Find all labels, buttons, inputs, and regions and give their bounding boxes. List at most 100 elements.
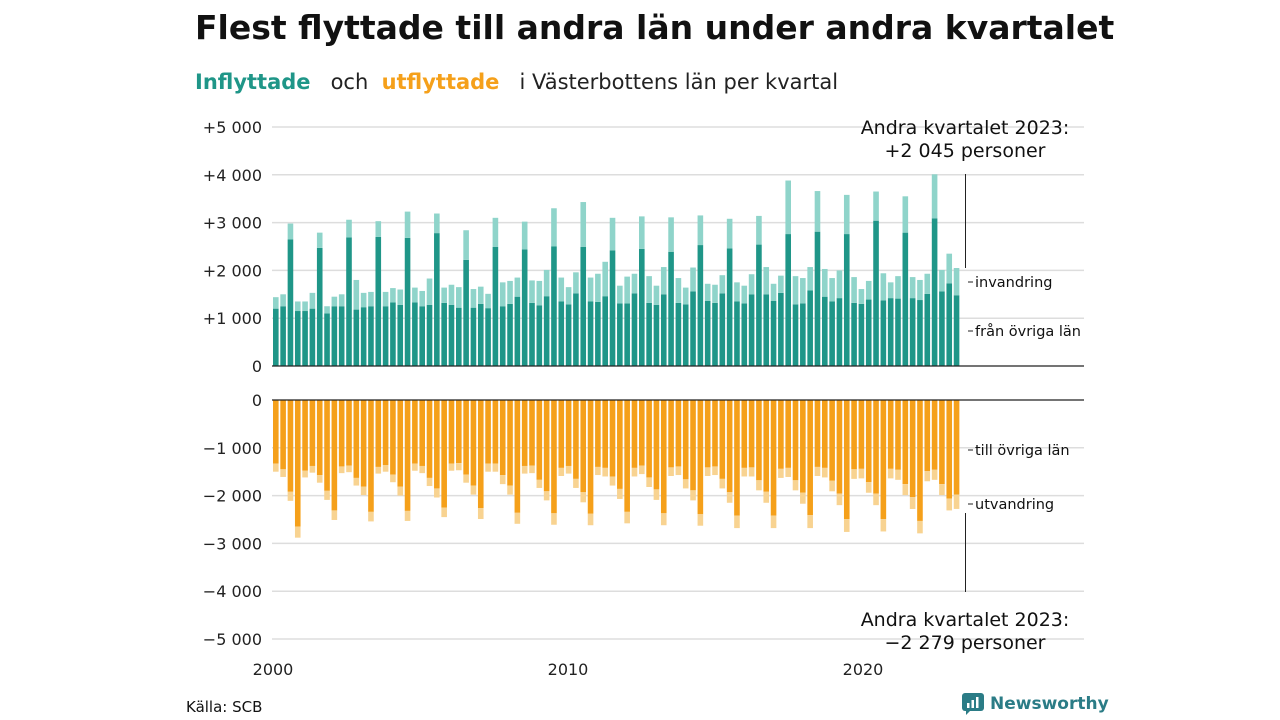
bar-till-ovriga-lan — [917, 400, 923, 521]
bar-invandring — [785, 180, 791, 235]
bar-utvandring — [719, 478, 726, 489]
bar-utvandring — [748, 467, 755, 477]
bar-invandring — [485, 293, 491, 309]
bar-invandring — [756, 215, 762, 245]
bar-fran-ovriga-lan — [419, 306, 425, 366]
bar-fran-ovriga-lan — [843, 234, 850, 366]
bar-till-ovriga-lan — [653, 400, 660, 490]
bar-invandring — [404, 211, 411, 238]
bar-utvandring — [763, 491, 770, 503]
bar-till-ovriga-lan — [587, 400, 594, 514]
bar-invandring — [939, 269, 945, 292]
bar-utvandring — [814, 466, 821, 477]
bar-utvandring — [880, 519, 887, 532]
bar-till-ovriga-lan — [778, 400, 784, 469]
bar-utvandring — [668, 467, 674, 477]
bar-invandring — [639, 216, 645, 249]
bar-utvandring — [353, 477, 360, 486]
bar-utvandring — [382, 465, 389, 472]
annotation-top-line2: +2 045 personer — [885, 140, 1046, 162]
x-tick-label: 2020 — [843, 660, 884, 679]
bar-fran-ovriga-lan — [346, 237, 352, 366]
bar-utvandring — [434, 488, 440, 498]
bar-utvandring — [514, 512, 521, 524]
bar-utvandring — [280, 469, 286, 477]
bar-utvandring — [580, 492, 587, 503]
y-tick-label: +3 000 — [203, 214, 262, 233]
bar-fran-ovriga-lan — [551, 246, 557, 366]
bar-invandring — [917, 279, 923, 301]
bar-fran-ovriga-lan — [639, 248, 645, 366]
bar-utvandring — [902, 484, 909, 496]
bar-till-ovriga-lan — [712, 400, 718, 467]
bar-utvandring — [734, 515, 740, 529]
bar-fran-ovriga-lan — [302, 311, 308, 366]
bar-fran-ovriga-lan — [792, 304, 799, 366]
bar-till-ovriga-lan — [595, 400, 601, 467]
bar-till-ovriga-lan — [521, 400, 528, 466]
bar-utvandring — [456, 463, 462, 471]
bar-invandring — [368, 291, 374, 307]
bar-fran-ovriga-lan — [726, 248, 733, 366]
bar-till-ovriga-lan — [873, 400, 879, 494]
bar-utvandring — [346, 465, 352, 473]
bar-invandring — [353, 279, 360, 310]
bar-fran-ovriga-lan — [353, 309, 360, 366]
bar-invandring — [273, 297, 279, 309]
label-invandring: invandring — [975, 275, 1052, 291]
bar-till-ovriga-lan — [624, 400, 630, 512]
bar-till-ovriga-lan — [631, 400, 638, 468]
y-tick-label: 0 — [252, 357, 262, 376]
bar-till-ovriga-lan — [580, 400, 587, 493]
bar-till-ovriga-lan — [338, 400, 345, 467]
bar-utvandring — [521, 465, 528, 474]
bar-invandring — [631, 273, 638, 294]
bar-utvandring — [682, 479, 689, 489]
bar-fran-ovriga-lan — [397, 304, 404, 366]
bar-fran-ovriga-lan — [763, 294, 770, 366]
y-tick-label: −1 000 — [203, 439, 262, 458]
bar-till-ovriga-lan — [360, 400, 367, 487]
chart-subtitle: Inflyttade och utflyttade i Västerbotten… — [195, 70, 838, 94]
subtitle-inflyttade: Inflyttade — [195, 70, 311, 94]
bar-fran-ovriga-lan — [463, 259, 469, 366]
bar-fran-ovriga-lan — [492, 246, 499, 366]
bar-invandring — [448, 284, 455, 305]
bar-invandring — [712, 284, 718, 303]
bar-invandring — [573, 272, 579, 294]
bar-till-ovriga-lan — [499, 400, 506, 476]
label-fran-ovriga-lan: från övriga län — [975, 323, 1081, 340]
bar-till-ovriga-lan — [412, 400, 418, 464]
bar-till-ovriga-lan — [536, 400, 543, 480]
bar-invandring — [858, 289, 865, 304]
bar-till-ovriga-lan — [865, 400, 872, 483]
bar-fran-ovriga-lan — [778, 292, 784, 366]
label-till-ovriga-lan: till övriga län — [975, 443, 1070, 459]
bar-invandring — [741, 285, 748, 304]
bar-invandring — [434, 213, 440, 234]
bar-till-ovriga-lan — [639, 400, 645, 466]
y-tick-label: −5 000 — [203, 630, 262, 649]
bar-invandring — [456, 287, 462, 308]
bar-till-ovriga-lan — [682, 400, 689, 480]
bar-till-ovriga-lan — [543, 400, 550, 492]
bar-fran-ovriga-lan — [697, 245, 704, 366]
bar-till-ovriga-lan — [456, 400, 462, 464]
bar-invandring — [624, 276, 630, 304]
bar-invandring — [660, 267, 667, 295]
bar-fran-ovriga-lan — [617, 303, 623, 366]
bar-invandring — [814, 191, 821, 232]
bar-utvandring — [426, 477, 433, 487]
bar-utvandring — [953, 494, 960, 509]
bar-invandring — [829, 278, 835, 302]
brand-logo: Newsworthy — [962, 693, 1109, 715]
bar-utvandring — [836, 493, 843, 506]
bar-fran-ovriga-lan — [624, 303, 630, 366]
bar-invandring — [536, 280, 543, 306]
bar-fran-ovriga-lan — [324, 313, 330, 366]
bar-invandring — [675, 278, 682, 303]
bar-fran-ovriga-lan — [800, 303, 806, 366]
bar-fran-ovriga-lan — [470, 307, 477, 366]
bar-till-ovriga-lan — [646, 400, 652, 478]
bar-fran-ovriga-lan — [280, 306, 286, 366]
